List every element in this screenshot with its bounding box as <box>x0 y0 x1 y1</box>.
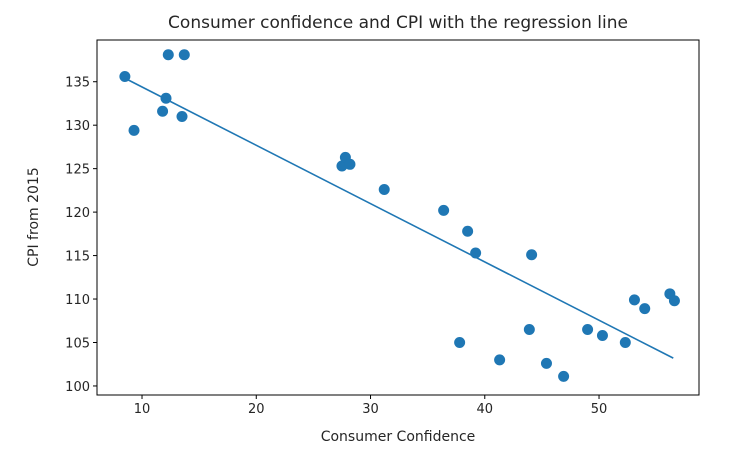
data-point <box>162 49 174 61</box>
data-point <box>628 294 640 306</box>
x-tick-label: 40 <box>477 402 494 417</box>
data-point <box>596 330 608 342</box>
data-point <box>639 303 651 315</box>
data-point <box>157 105 169 117</box>
axes-frame <box>96 39 700 396</box>
y-tick-label: 135 <box>65 76 90 91</box>
x-tick-label: 50 <box>591 402 608 417</box>
data-point <box>462 225 474 237</box>
data-point <box>454 336 466 348</box>
data-point <box>540 357 552 369</box>
y-tick-label: 120 <box>65 206 90 221</box>
data-point <box>494 354 506 366</box>
data-point <box>344 158 356 170</box>
data-point <box>526 249 538 261</box>
y-tick-label: 115 <box>65 250 90 265</box>
y-tick-label: 100 <box>65 380 90 395</box>
data-point <box>523 323 535 335</box>
data-point <box>128 124 140 136</box>
chart-title: Consumer confidence and CPI with the reg… <box>168 13 628 33</box>
y-tick-label: 125 <box>65 163 90 178</box>
data-point <box>558 370 570 382</box>
y-axis-label: CPI from 2015 <box>26 167 42 266</box>
y-tick-label: 130 <box>65 119 90 134</box>
data-point <box>178 49 190 61</box>
data-point <box>176 110 188 122</box>
data-point <box>668 295 680 307</box>
data-point <box>582 323 594 335</box>
y-tick-label: 105 <box>65 336 90 351</box>
data-point <box>619 336 631 348</box>
x-tick-label: 30 <box>362 402 379 417</box>
x-tick-label: 10 <box>134 402 151 417</box>
x-axis-label: Consumer Confidence <box>321 429 476 445</box>
data-point <box>378 184 390 196</box>
y-tick-label: 110 <box>65 293 90 308</box>
regression-line <box>124 77 674 359</box>
x-tick-label: 20 <box>248 402 265 417</box>
data-point <box>438 204 450 216</box>
